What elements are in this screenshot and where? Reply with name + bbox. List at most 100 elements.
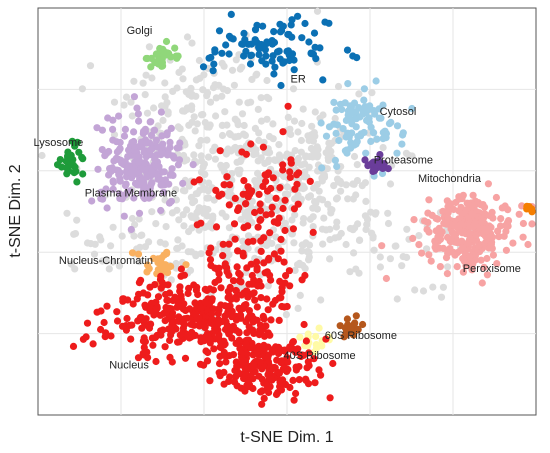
er-point — [248, 40, 256, 48]
unassigned-point — [162, 223, 170, 231]
nucleus-point — [180, 305, 188, 313]
nucleus-point — [135, 279, 143, 287]
cytosol-point — [399, 131, 407, 139]
nucleus-point — [215, 276, 223, 284]
plasma-membrane-point — [134, 110, 142, 118]
er-point — [271, 63, 279, 71]
plasma-membrane-point — [135, 117, 143, 125]
mitochondria-point — [420, 217, 429, 225]
lysosome-point — [64, 148, 72, 156]
unassigned-point — [220, 246, 228, 254]
unassigned-point — [187, 193, 195, 201]
nucleus-point — [138, 324, 146, 332]
mitochondria-point — [466, 253, 474, 261]
lysosome-point — [58, 163, 66, 171]
unassigned-point — [265, 132, 274, 141]
er-point — [307, 50, 315, 58]
plasma-membrane-point — [113, 148, 121, 156]
unassigned-point — [148, 208, 156, 216]
nucleus-point — [254, 282, 262, 290]
mitochondria-point — [444, 249, 452, 257]
er-point — [280, 58, 288, 66]
cytosol-point — [359, 106, 367, 115]
plasma-membrane-point — [121, 125, 129, 133]
nucleus-point — [193, 221, 201, 229]
unassigned-point — [290, 239, 298, 247]
nucleus-point — [134, 317, 142, 325]
nucleus-point — [103, 302, 111, 310]
plasma-membrane-point — [116, 177, 124, 185]
cytosol-point — [344, 80, 352, 88]
unassigned-point — [362, 197, 370, 205]
unassigned-point — [326, 225, 334, 233]
nucleus-point — [158, 278, 166, 287]
plasma-membrane-point — [176, 139, 184, 147]
unassigned-point — [332, 223, 340, 231]
x-axis-title: t-SNE Dim. 1 — [240, 429, 333, 446]
mitochondria-point — [444, 208, 452, 216]
nucleus-point — [274, 349, 283, 358]
nucleus-point — [277, 386, 286, 394]
nucleus-point — [262, 211, 270, 219]
unassigned-point — [324, 156, 333, 164]
nucleus-point — [141, 338, 149, 346]
nucleus-point — [243, 329, 251, 337]
nucleus-point — [212, 223, 221, 231]
unassigned-point — [230, 81, 238, 89]
nucleus-point — [168, 312, 176, 320]
nucleus-point — [243, 350, 251, 358]
unassigned-point — [188, 39, 196, 47]
nucleus-point — [141, 301, 149, 309]
unassigned-point — [142, 71, 150, 79]
plasma-membrane-point — [146, 146, 154, 154]
nucleus-point — [107, 332, 115, 340]
mitochondria-point — [474, 242, 483, 250]
nucleus-point — [304, 358, 312, 366]
unassigned-point — [327, 209, 335, 217]
nucleus-point — [154, 293, 163, 301]
nucleus-point — [216, 360, 224, 368]
nucleus-point — [183, 314, 191, 322]
unassigned-point — [200, 205, 208, 213]
unassigned-point — [299, 105, 307, 113]
nucleus-point — [279, 166, 287, 174]
nucleus-point — [161, 343, 169, 351]
plasma-membrane-point — [142, 139, 150, 147]
nucleus-point — [210, 321, 218, 329]
cytosol-point — [382, 134, 390, 142]
plasma-membrane-point — [94, 165, 102, 173]
cluster-label-golgi: Golgi — [127, 25, 153, 37]
unassigned-point — [203, 136, 211, 144]
nucleus-point — [135, 290, 143, 298]
nucleus-point — [270, 218, 278, 226]
golgi-point — [174, 52, 182, 60]
nucleus-point — [166, 336, 174, 344]
plasma-membrane-point — [157, 206, 165, 215]
lysosome-point — [71, 142, 79, 150]
unassigned-point — [289, 85, 298, 93]
nucleus-point — [134, 354, 143, 362]
mitochondria-point — [524, 240, 532, 249]
plasma-membrane-point — [131, 179, 140, 188]
unassigned-point — [183, 156, 191, 164]
unassigned-point — [253, 70, 261, 78]
cytosol-point — [408, 104, 416, 113]
unassigned-point — [107, 242, 115, 250]
unassigned-point — [315, 187, 323, 195]
plasma-membrane-point — [158, 143, 166, 151]
plasma-membrane-point — [160, 188, 168, 196]
nucleus-point — [231, 235, 239, 243]
cluster-label-nucleus: Nucleus — [109, 360, 149, 372]
unassigned-point — [239, 237, 247, 245]
unassigned-point — [261, 159, 269, 167]
unassigned-point — [253, 183, 261, 191]
cluster-labels: Golgi ER Cytosol Lysosome Proteasome Mitochon… — [34, 25, 521, 372]
nucleus-point — [256, 358, 264, 366]
mitochondria-point — [415, 241, 423, 249]
unassigned-point — [183, 33, 192, 41]
unassigned-point — [337, 229, 345, 238]
er-point — [270, 28, 278, 36]
plasma-membrane-point — [109, 136, 117, 144]
cluster-points — [54, 10, 536, 408]
plasma-membrane-point — [130, 128, 138, 136]
